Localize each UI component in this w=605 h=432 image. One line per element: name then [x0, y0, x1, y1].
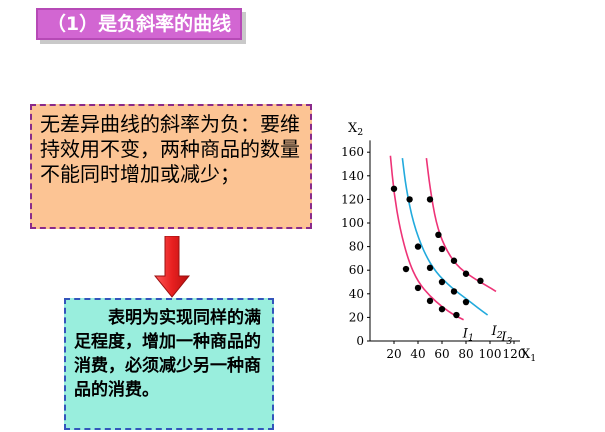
curve-1-point: [414, 284, 422, 292]
curve-3-point: [450, 257, 458, 264]
explanation-box: 表明为实现同样的满足程度，增加一种商品的消费，必须减少另一种商品的消费。: [64, 298, 274, 430]
y-tick-label: 20: [349, 310, 364, 324]
curve-3-point: [477, 277, 484, 285]
curve-3-point: [435, 231, 442, 238]
curve-3-point: [426, 196, 434, 203]
indifference-curve-1: [389, 155, 464, 321]
x-tick-label: 80: [458, 347, 473, 361]
y-tick-label: 80: [349, 240, 364, 254]
curve-label-1: I1: [462, 327, 474, 344]
curve-3-point: [438, 245, 446, 253]
curve-2-point: [426, 264, 434, 272]
curve-2-point: [450, 288, 458, 295]
y-axis-title: X2: [348, 121, 363, 138]
curve-label-3: I3: [500, 330, 512, 347]
curve-2-point: [462, 298, 470, 306]
curve-1-point: [402, 265, 410, 273]
curve-2-point: [438, 278, 446, 286]
x-tick-label: 60: [434, 347, 449, 361]
indifference-curve-2: [401, 158, 489, 316]
y-tick-label: 100: [341, 216, 364, 230]
y-tick-label: 40: [349, 287, 364, 301]
x-tick-label: 40: [410, 347, 425, 361]
x-tick-label: 20: [386, 347, 401, 361]
y-tick-label: 140: [341, 169, 364, 183]
y-tick-label: 160: [341, 145, 364, 159]
y-tick-label: 60: [349, 263, 364, 277]
explanation-text: 表明为实现同样的满足程度，增加一种商品的消费，必须减少另一种商品的消费。: [74, 308, 261, 400]
down-arrow-icon: [154, 236, 190, 298]
curve-1-point: [438, 305, 446, 313]
curve-2-point: [414, 243, 422, 250]
curve-1-point: [453, 311, 460, 319]
y-tick-label: 120: [341, 192, 364, 206]
curve-2-point: [406, 196, 413, 203]
statement-text: 无差异曲线的斜率为负：要维持效用不变，两种商品的数量不能同时增加或减少；: [40, 112, 300, 186]
x-tick-label: 100: [479, 347, 502, 361]
curve-1-point: [390, 185, 398, 192]
x-tick-label: 120: [503, 347, 526, 361]
title-text: （1）是负斜率的曲线: [46, 13, 232, 35]
y-tick-label: 0: [356, 334, 364, 348]
curve-1-point: [426, 297, 434, 305]
title-banner: （1）是负斜率的曲线: [36, 8, 242, 40]
curve-label-2: I2: [491, 324, 503, 341]
x-axis-title: X1: [521, 347, 536, 364]
curve-3-point: [462, 270, 470, 277]
statement-box: 无差异曲线的斜率为负：要维持效用不变，两种商品的数量不能同时增加或减少；: [30, 104, 312, 229]
